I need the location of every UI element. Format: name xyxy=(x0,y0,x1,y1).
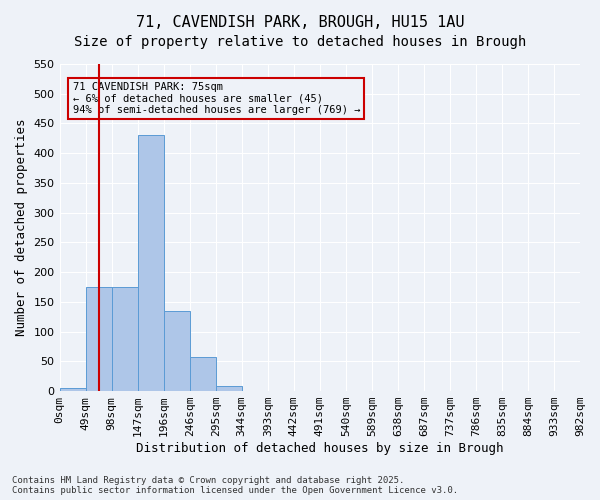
Bar xyxy=(112,287,137,391)
Bar xyxy=(215,386,242,391)
Bar xyxy=(164,311,190,391)
Bar xyxy=(86,287,112,391)
X-axis label: Distribution of detached houses by size in Brough: Distribution of detached houses by size … xyxy=(136,442,503,455)
Y-axis label: Number of detached properties: Number of detached properties xyxy=(15,119,28,336)
Text: 71, CAVENDISH PARK, BROUGH, HU15 1AU: 71, CAVENDISH PARK, BROUGH, HU15 1AU xyxy=(136,15,464,30)
Text: 71 CAVENDISH PARK: 75sqm
← 6% of detached houses are smaller (45)
94% of semi-de: 71 CAVENDISH PARK: 75sqm ← 6% of detache… xyxy=(73,82,360,115)
Bar xyxy=(137,136,164,391)
Bar xyxy=(190,356,215,391)
Text: Size of property relative to detached houses in Brough: Size of property relative to detached ho… xyxy=(74,35,526,49)
Text: Contains HM Land Registry data © Crown copyright and database right 2025.
Contai: Contains HM Land Registry data © Crown c… xyxy=(12,476,458,495)
Bar xyxy=(59,388,86,391)
